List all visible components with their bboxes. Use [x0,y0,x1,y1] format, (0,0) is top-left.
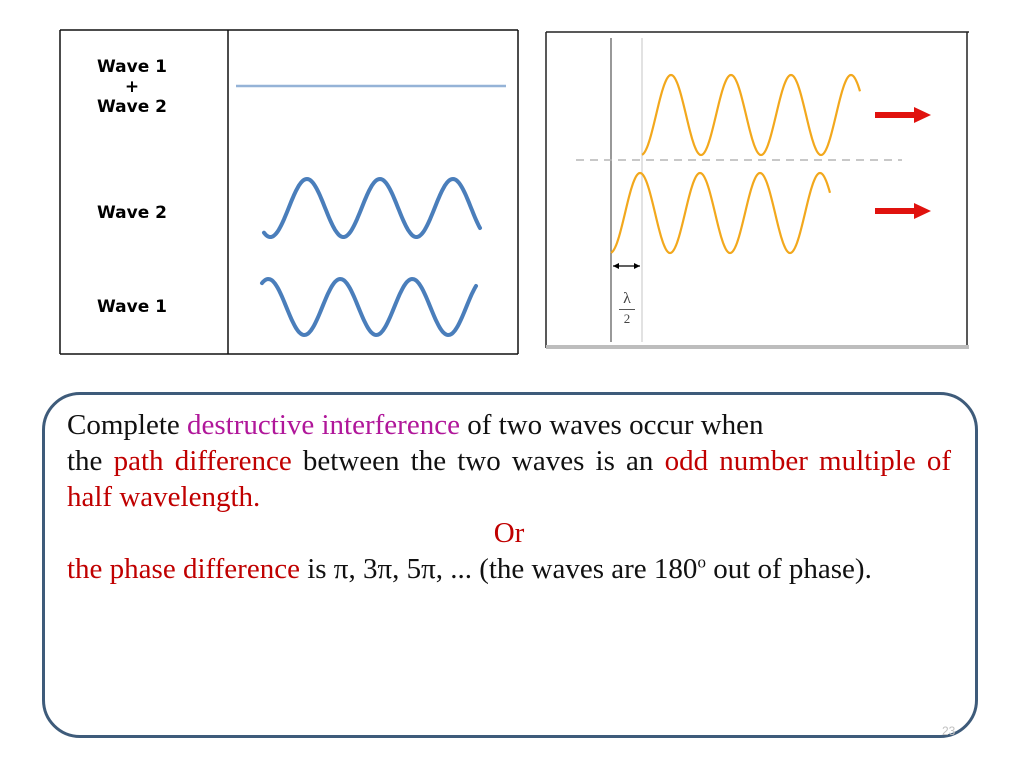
label-wave-sum: Wave 1 + Wave 2 [52,57,212,117]
definition-line-4: the phase difference is π, 3π, 5π, ... (… [67,551,951,587]
upper-orange-wave [641,73,862,157]
text-out-of-phase: out of phase). [705,553,872,585]
lambda-denominator: 2 [623,311,631,326]
label-wave-2: Wave 2 [97,203,167,223]
text-or: Or [493,517,525,549]
definition-line-2: the path difference between the two wave… [67,443,951,515]
wave-2-curve [262,176,482,239]
label-wave-1: Wave 1 [97,297,167,317]
text-complete: Complete [67,409,188,441]
term-path-difference: path difference [113,445,292,477]
wave-1-curve [260,276,478,338]
text-of-two-waves: of two waves occur when [459,409,764,441]
term-odd-multiple: odd number multiple of half wavelength. [67,445,952,513]
phase-shift-figure [545,31,969,349]
slide-number: 23 [942,724,956,738]
text-between-waves: between the two waves is an [291,445,665,477]
degree-superscript: o [697,552,706,572]
label-wave-sum-line1: Wave 1 [97,57,167,77]
lambda-symbol: λ [619,290,635,310]
text-phase-values: is π, 3π, 5π, ... (the waves are 180 [299,553,698,585]
definition-line-1: Complete destructive interference of two… [67,407,951,443]
term-phase-difference: the phase difference [67,553,300,585]
upper-arrow [875,107,931,123]
definition-box: Complete destructive interference of two… [42,392,978,738]
label-wave-sum-line3: Wave 2 [97,97,167,117]
lower-arrow [875,203,931,219]
half-wavelength-label: λ 2 [619,290,635,328]
term-destructive-interference: destructive interference [187,409,460,441]
label-wave-sum-plus: + [124,77,140,97]
wave-sum-figure [59,29,519,355]
lower-orange-wave [610,171,832,255]
text-the: the [67,445,114,477]
half-wavelength-marker [613,263,640,269]
